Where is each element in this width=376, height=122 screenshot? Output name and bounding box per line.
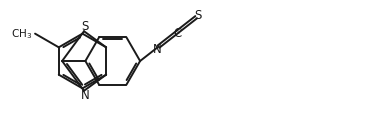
Text: S: S — [194, 9, 202, 22]
Text: C: C — [174, 27, 182, 40]
Text: S: S — [81, 20, 89, 33]
Text: N: N — [153, 43, 162, 56]
Text: N: N — [80, 89, 89, 102]
Text: CH$_3$: CH$_3$ — [11, 27, 32, 41]
